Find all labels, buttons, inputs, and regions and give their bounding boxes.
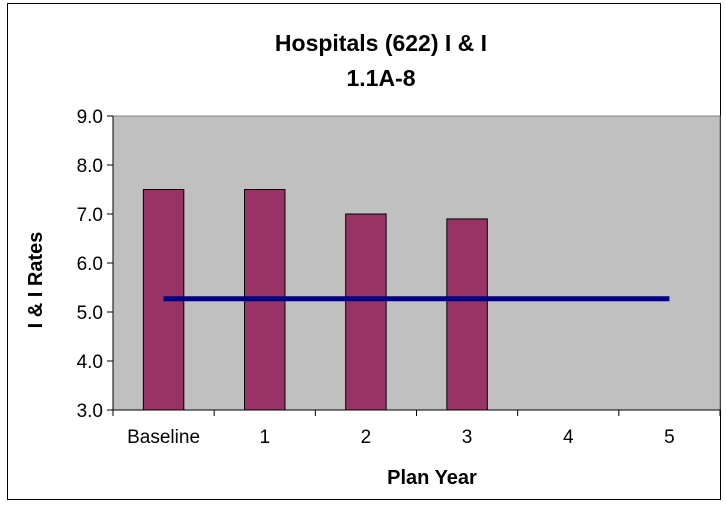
- plot-area: [112, 115, 721, 411]
- chart-subtitle: 1.1A-8: [346, 65, 415, 91]
- x-tick-label: 4: [563, 427, 574, 448]
- y-tick-label: 6.0: [77, 254, 103, 275]
- y-tick-label: 7.0: [77, 205, 103, 226]
- chart-title: Hospitals (622) I & I: [275, 30, 487, 56]
- x-tick-label: 2: [361, 427, 372, 448]
- x-tick-label: Baseline: [127, 427, 200, 448]
- bar-2: [345, 213, 387, 411]
- x-tick-label: 1: [259, 427, 270, 448]
- axes-layer: 3.0 4.0 5.0 6.0 7.0 8.0 9.0 Baseline 1 2 3 4 5: [77, 107, 721, 448]
- bar-3: [446, 218, 488, 411]
- y-tick-label: 5.0: [77, 303, 103, 324]
- y-axis-label: I & I Rates: [25, 232, 47, 329]
- chart-svg: Hospitals (622) I & I 1.1A-8 3.0 4.0 5.0 6.…: [25, 30, 721, 489]
- y-tick-label: 4.0: [77, 352, 103, 373]
- y-tick-label: 3.0: [77, 401, 103, 422]
- y-tick-label: 9.0: [77, 107, 103, 128]
- chart-frame: Hospitals (622) I & I 1.1A-8 3.0 4.0 5.0 6.…: [7, 3, 721, 500]
- y-tick-label: 8.0: [77, 156, 103, 177]
- x-axis-label: Plan Year: [387, 467, 477, 489]
- bars-layer: [142, 189, 488, 411]
- x-tick-label: 3: [462, 427, 473, 448]
- x-tick-label: 5: [664, 427, 675, 448]
